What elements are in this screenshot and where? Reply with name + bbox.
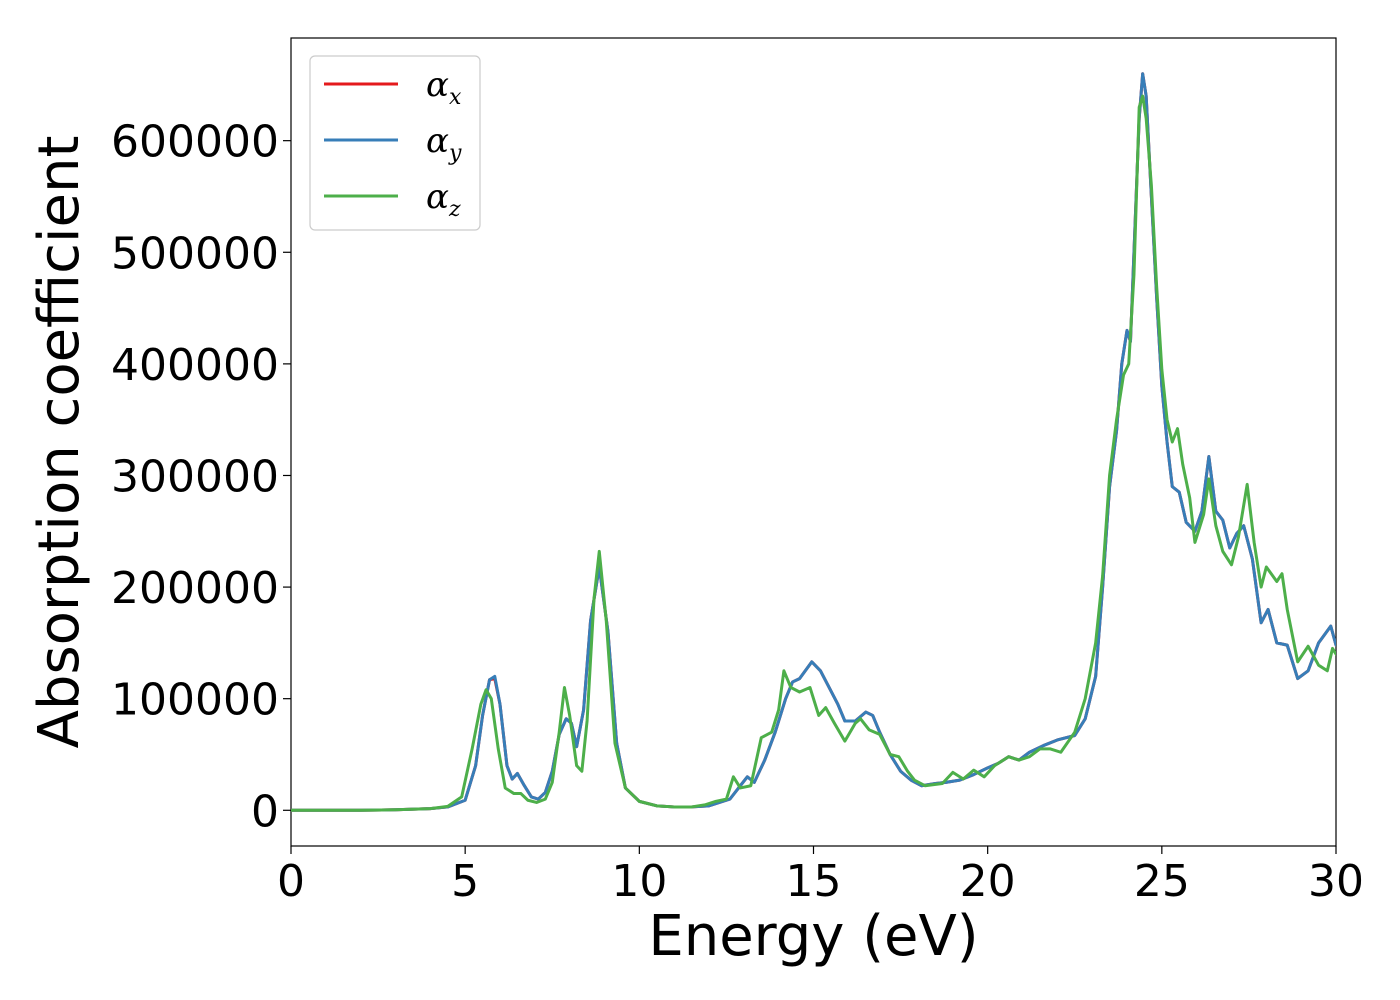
x-tick-label: 20 bbox=[960, 856, 1016, 907]
y-tick-label: 200000 bbox=[111, 563, 279, 614]
y-tick-label: 100000 bbox=[111, 675, 279, 726]
y-tick-label: 300000 bbox=[111, 451, 279, 502]
x-axis-ticks: 0 5 10 15 20 25 30 bbox=[277, 846, 1364, 907]
y-tick-label: 500000 bbox=[111, 228, 279, 279]
legend-box bbox=[309, 55, 481, 231]
x-axis-title: Energy (eV) bbox=[648, 904, 978, 969]
y-axis-ticks: 0 100000 200000 300000 400000 500000 600000 bbox=[111, 117, 291, 837]
y-tick-label: 400000 bbox=[111, 340, 279, 391]
x-tick-label: 5 bbox=[451, 856, 479, 907]
y-tick-label: 600000 bbox=[111, 117, 279, 168]
y-axis-title: Absorption coefficient bbox=[27, 136, 92, 749]
series-line-alpha-z bbox=[291, 94, 1336, 812]
x-tick-label: 25 bbox=[1134, 856, 1190, 907]
x-tick-label: 30 bbox=[1308, 856, 1364, 907]
x-tick-label: 15 bbox=[786, 856, 842, 907]
series-group bbox=[291, 72, 1336, 812]
x-tick-label: 10 bbox=[611, 856, 667, 907]
legend-label-alpha-z: αz bbox=[426, 177, 461, 222]
y-tick-label: 0 bbox=[251, 786, 279, 837]
x-tick-label: 0 bbox=[277, 856, 305, 907]
